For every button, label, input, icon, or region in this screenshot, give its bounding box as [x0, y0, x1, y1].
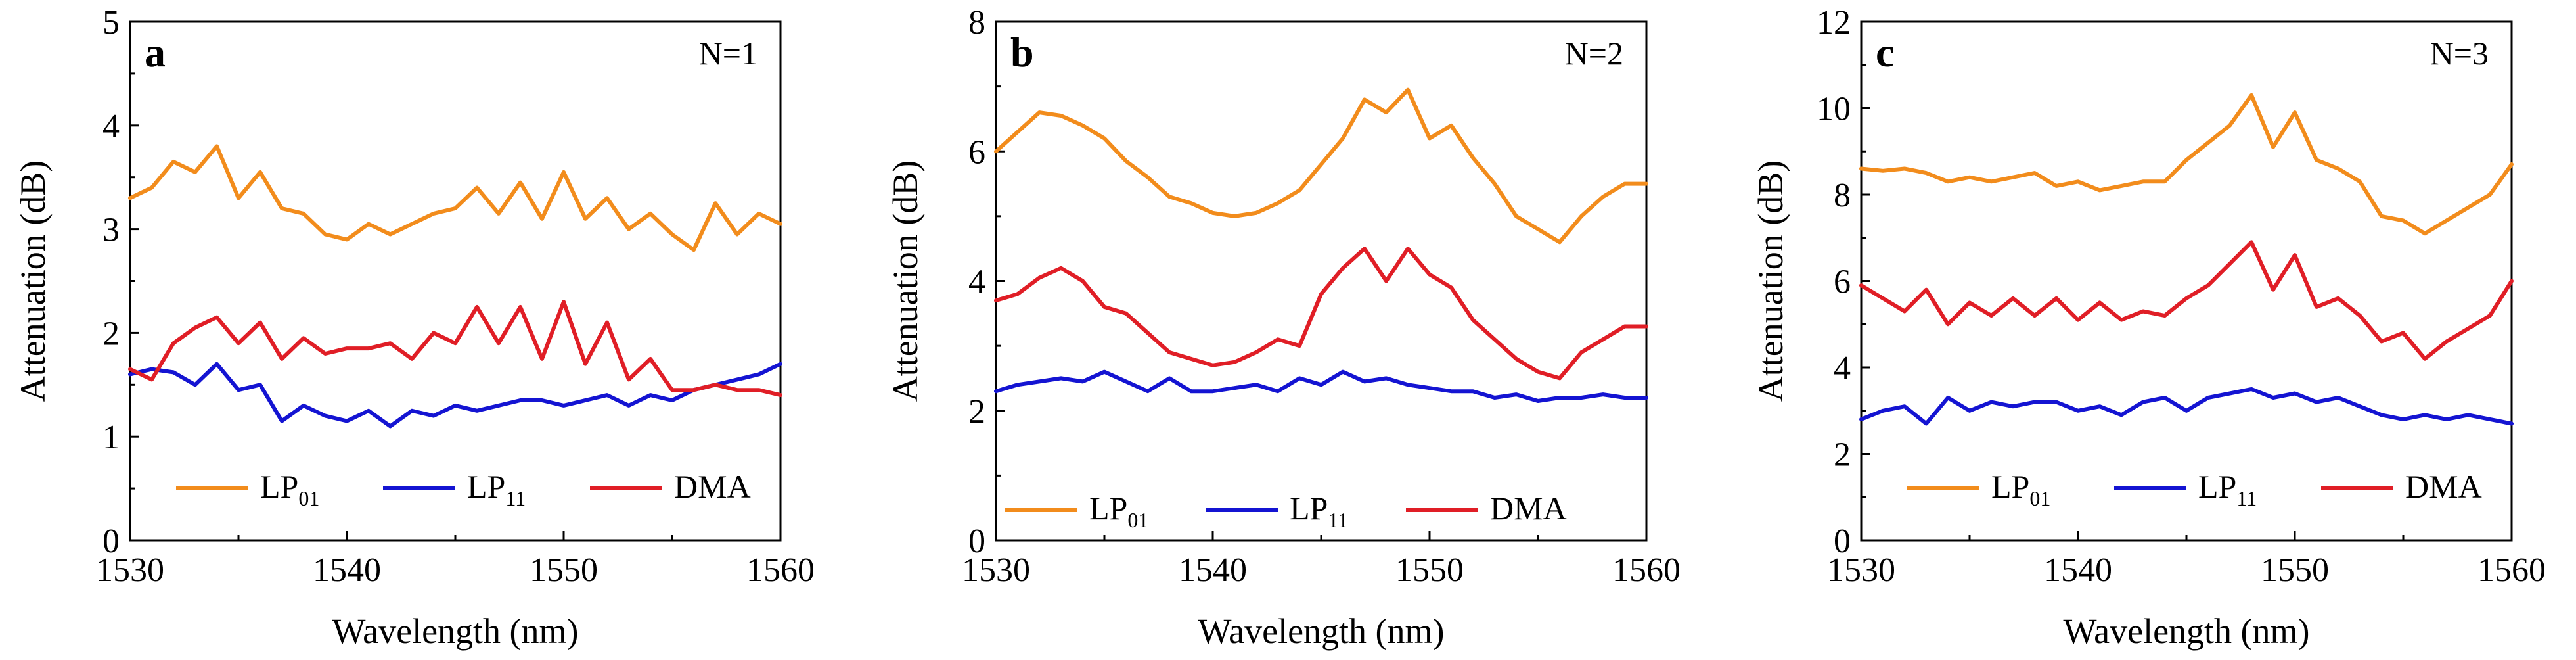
- y-tick-label: 3: [102, 212, 120, 249]
- x-axis-label: Wavelength (nm): [332, 611, 578, 651]
- plot-frame: [1860, 20, 2513, 542]
- x-tick-label: 1530: [96, 552, 164, 589]
- y-tick-label: 1: [102, 419, 120, 456]
- x-tick-label: 1530: [1827, 552, 1895, 589]
- chart-panel-b: 1530 1540 1550 1560 0 2 4 6 8 Wavelength (nm) Atte…: [886, 4, 1681, 651]
- x-axis-label: Wavelength (nm): [2063, 611, 2309, 651]
- legend-label-lp01: LP01: [260, 468, 319, 510]
- y-tick-label: 0: [1834, 523, 1851, 560]
- x-tick-label: 1550: [1395, 552, 1464, 589]
- panel-letter: b: [1010, 29, 1034, 76]
- series-line-lp01: [128, 144, 782, 252]
- y-tick-label: 2: [968, 393, 985, 431]
- legend-label-base: LP: [1290, 490, 1328, 527]
- series-line-lp11: [1859, 387, 2514, 426]
- legend-label-base: DMA: [2405, 468, 2482, 505]
- legend-label-subscript: 01: [2029, 486, 2050, 510]
- legend-label-lp11: LP11: [1290, 490, 1348, 532]
- panel-annotation: N=3: [2430, 35, 2489, 72]
- y-tick-label: 12: [1817, 4, 1851, 41]
- legend-label-lp11: LP11: [2198, 468, 2257, 510]
- x-axis-label: Wavelength (nm): [1198, 611, 1444, 651]
- legend-label-subscript: 11: [2236, 486, 2257, 510]
- series-line-dma: [128, 300, 782, 398]
- plot-frame: [129, 20, 782, 542]
- y-tick-label: 5: [102, 4, 120, 41]
- chart-panel-c: 1530 1540 1550 1560 0 2 4 6 8 10 12 Wavelength (nm)…: [1751, 4, 2546, 651]
- y-tick-label: 4: [968, 264, 985, 301]
- x-tick-label: 1540: [2044, 552, 2112, 589]
- legend-label-lp01: LP01: [1089, 490, 1148, 532]
- series-line-lp11: [994, 369, 1648, 403]
- legend-label-subscript: 01: [298, 486, 319, 510]
- legend-label-base: LP: [260, 468, 298, 505]
- legend-label-base: LP: [1089, 490, 1127, 527]
- y-tick-label: 6: [968, 133, 985, 171]
- legend-label-subscript: 11: [1328, 508, 1348, 532]
- legend-label-subscript: 01: [1127, 508, 1148, 532]
- legend-label-dma: DMA: [674, 468, 751, 505]
- panel-letter: a: [145, 29, 166, 76]
- series-line-dma: [1859, 240, 2514, 361]
- x-tick-label: 1550: [530, 552, 598, 589]
- y-tick-label: 0: [102, 523, 120, 560]
- y-axis-label: Attenuation (dB): [1751, 160, 1790, 402]
- panel-annotation: N=2: [1565, 35, 1623, 72]
- series-line-dma: [994, 247, 1648, 381]
- y-tick-label: 6: [1834, 264, 1851, 301]
- legend-label-base: DMA: [1490, 490, 1567, 527]
- legend-label-subscript: 11: [505, 486, 526, 510]
- plot-frame: [995, 20, 1648, 542]
- y-tick-label: 2: [102, 315, 120, 352]
- y-tick-label: 4: [102, 108, 120, 145]
- y-tick-label: 8: [968, 4, 985, 41]
- panel-letter: c: [1876, 29, 1894, 76]
- x-tick-label: 1560: [1612, 552, 1681, 589]
- y-tick-label: 8: [1834, 177, 1851, 214]
- y-tick-label: 2: [1834, 436, 1851, 474]
- y-tick-label: 0: [968, 523, 985, 560]
- y-tick-label: 4: [1834, 350, 1851, 387]
- legend-label-base: LP: [2198, 468, 2236, 505]
- y-tick-label: 10: [1817, 91, 1851, 128]
- series-line-lp01: [1859, 93, 2514, 236]
- y-axis-label: Attenuation (dB): [13, 160, 53, 402]
- x-tick-label: 1560: [746, 552, 815, 589]
- legend-label-lp11: LP11: [467, 468, 526, 510]
- legend-label-dma: DMA: [2405, 468, 2482, 505]
- legend-label-dma: DMA: [1490, 490, 1567, 527]
- x-tick-label: 1560: [2477, 552, 2546, 589]
- x-tick-label: 1530: [962, 552, 1030, 589]
- x-tick-label: 1550: [2261, 552, 2329, 589]
- legend-label-base: DMA: [674, 468, 751, 505]
- x-tick-label: 1540: [1179, 552, 1247, 589]
- x-tick-label: 1540: [313, 552, 381, 589]
- legend-label-lp01: LP01: [1991, 468, 2050, 510]
- legend-label-base: LP: [467, 468, 505, 505]
- series-line-lp01: [994, 87, 1648, 245]
- series-line-lp11: [128, 362, 782, 429]
- legend-label-base: LP: [1991, 468, 2029, 505]
- y-axis-label: Attenuation (dB): [886, 160, 925, 402]
- panel-annotation: N=1: [699, 35, 757, 72]
